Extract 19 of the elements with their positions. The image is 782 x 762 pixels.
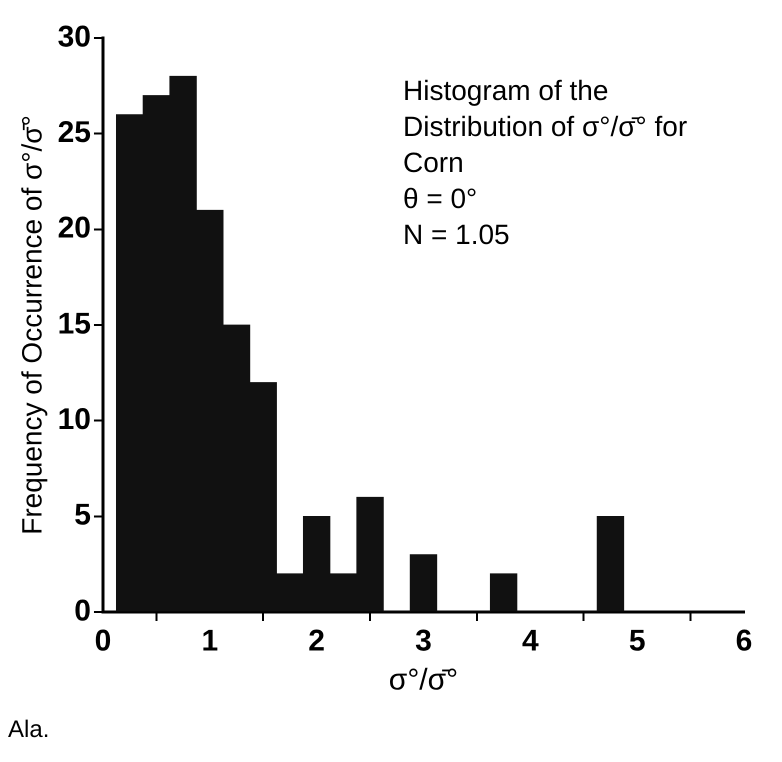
text: Ala. <box>8 716 50 744</box>
y-axis-title: Frequency of Occurrence of σ°/σ̄° <box>16 115 48 535</box>
y-tick-label: 10 <box>58 402 91 436</box>
x-tick-label: 1 <box>201 624 218 658</box>
x-tick-label: 5 <box>628 624 646 658</box>
x-tick-label: 6 <box>736 624 752 658</box>
x-tick-label: 4 <box>522 624 539 658</box>
annotation: θ = 0° <box>403 182 478 216</box>
annotation: N = 1.05 <box>403 218 511 252</box>
y-tick-label: 30 <box>58 20 91 54</box>
y-tick-label: 15 <box>58 307 91 340</box>
y-tick-label: 20 <box>58 212 91 245</box>
x-tick-label: 3 <box>415 624 432 658</box>
y-tick-label: 5 <box>74 498 91 532</box>
y-tick-label: 25 <box>58 116 91 149</box>
x-tick-label: 2 <box>308 624 325 658</box>
y-tick-label: 0 <box>74 594 91 628</box>
x-tick-label: 0 <box>94 624 112 658</box>
x-axis-title: σ°/σ̄° <box>388 663 458 696</box>
